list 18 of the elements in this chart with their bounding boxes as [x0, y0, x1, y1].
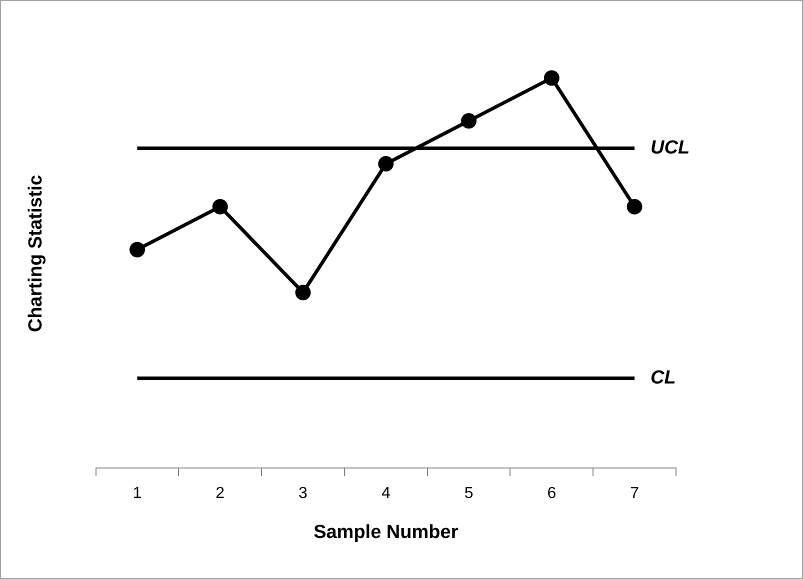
x-tick-label: 6	[547, 485, 556, 502]
x-tick-label: 2	[216, 485, 225, 502]
x-tick-label: 3	[298, 485, 308, 502]
ref-line-label: CL	[650, 368, 676, 389]
point	[295, 284, 311, 300]
point	[212, 198, 228, 214]
point	[129, 242, 145, 258]
x-tick-label: 1	[132, 485, 142, 502]
point	[626, 198, 642, 214]
point	[378, 156, 394, 172]
y-axis-title: Charting Statistic	[26, 174, 47, 332]
x-tick-label: 4	[381, 485, 390, 502]
ref-line-label: UCL	[650, 137, 690, 158]
x-tick-label: 5	[464, 485, 474, 502]
point	[544, 70, 560, 86]
point	[461, 113, 477, 129]
x-tick-label: 7	[630, 485, 640, 502]
x-axis-title: Sample Number	[314, 522, 459, 543]
